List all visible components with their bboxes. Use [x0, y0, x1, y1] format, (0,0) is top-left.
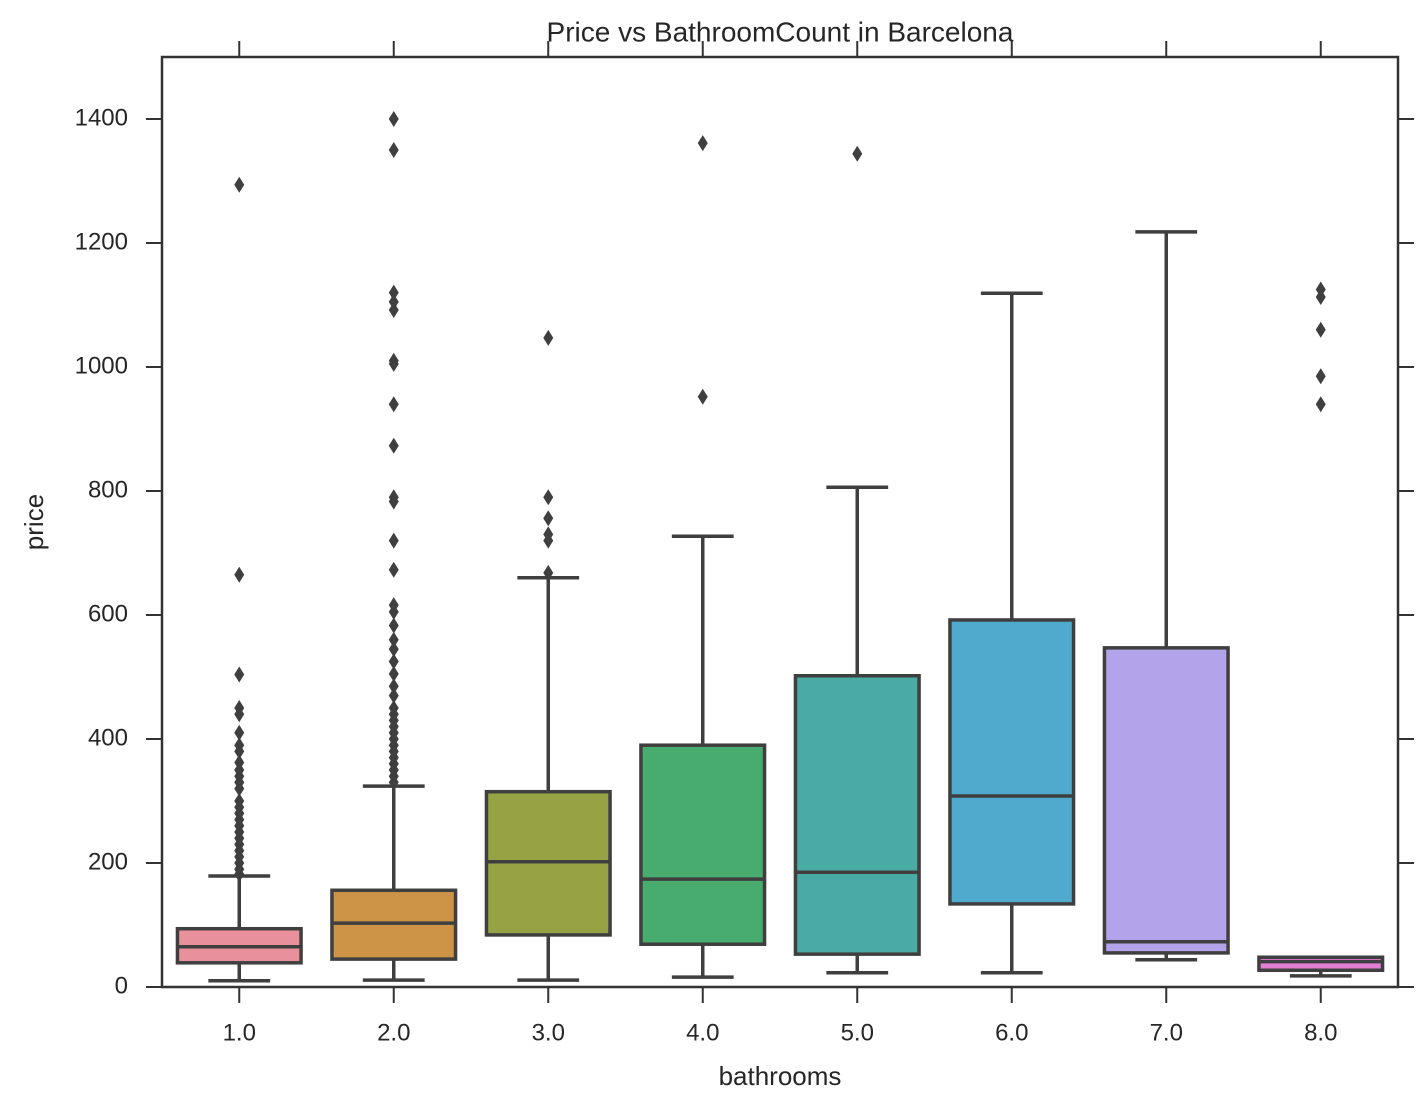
x-tick-label: 1.0: [223, 1019, 256, 1046]
y-tick-label: 1000: [75, 352, 128, 379]
x-tick-label: 2.0: [377, 1019, 410, 1046]
box: [1257, 955, 1385, 973]
box: [639, 743, 767, 946]
outlier: [234, 706, 245, 723]
outlier: [234, 176, 245, 193]
outlier: [234, 666, 245, 683]
y-axis-label: price: [19, 494, 49, 550]
outlier: [388, 142, 399, 158]
y-tick-label: 400: [88, 724, 128, 751]
y-tick-label: 600: [88, 600, 128, 627]
outlier: [388, 532, 399, 549]
x-tick-label: 5.0: [841, 1019, 874, 1046]
outlier: [543, 510, 554, 527]
outlier: [388, 355, 399, 372]
x-tick-label: 3.0: [532, 1019, 565, 1046]
y-tick-label: 1200: [75, 228, 128, 255]
outlier: [388, 687, 399, 704]
outlier: [543, 329, 554, 346]
outlier: [234, 780, 245, 797]
outlier: [388, 653, 399, 670]
box: [1102, 646, 1230, 955]
outlier: [234, 743, 245, 760]
plot-frame: [160, 55, 1400, 989]
outlier: [543, 489, 554, 506]
x-axis-label: bathrooms: [719, 1061, 842, 1091]
x-tick-label: 8.0: [1304, 1019, 1337, 1046]
outlier: [697, 388, 708, 405]
outlier: [852, 145, 863, 162]
outlier: [1315, 368, 1326, 385]
outlier: [388, 561, 399, 578]
outlier: [1315, 288, 1326, 305]
box: [793, 674, 921, 956]
y-tick-label: 1400: [75, 104, 128, 131]
outlier: [388, 617, 399, 634]
outlier: [543, 564, 554, 581]
outlier: [234, 566, 245, 583]
x-tick-label: 7.0: [1150, 1019, 1183, 1046]
outlier: [1315, 321, 1326, 338]
x-tick-label: 4.0: [686, 1019, 719, 1046]
outlier: [388, 111, 399, 127]
y-tick-label: 0: [115, 972, 128, 999]
box: [948, 618, 1076, 906]
outlier: [388, 396, 399, 413]
chart-title: Price vs BathroomCount in Barcelona: [547, 16, 1014, 47]
outlier: [388, 678, 399, 695]
outlier: [234, 724, 245, 741]
x-tick-label: 6.0: [995, 1019, 1028, 1046]
outlier: [1315, 396, 1326, 413]
y-tick-label: 200: [88, 848, 128, 875]
outlier: [388, 774, 399, 791]
outlier: [388, 284, 399, 301]
outlier: [388, 603, 399, 620]
outlier: [543, 532, 554, 549]
outlier: [697, 135, 708, 152]
outlier: [388, 437, 399, 454]
y-tick-label: 800: [88, 476, 128, 503]
outlier: [388, 493, 399, 510]
outlier: [388, 665, 399, 682]
outlier: [234, 866, 245, 883]
outlier: [388, 631, 399, 648]
outlier: [388, 301, 399, 318]
outlier: [388, 293, 399, 310]
outlier: [388, 641, 399, 658]
